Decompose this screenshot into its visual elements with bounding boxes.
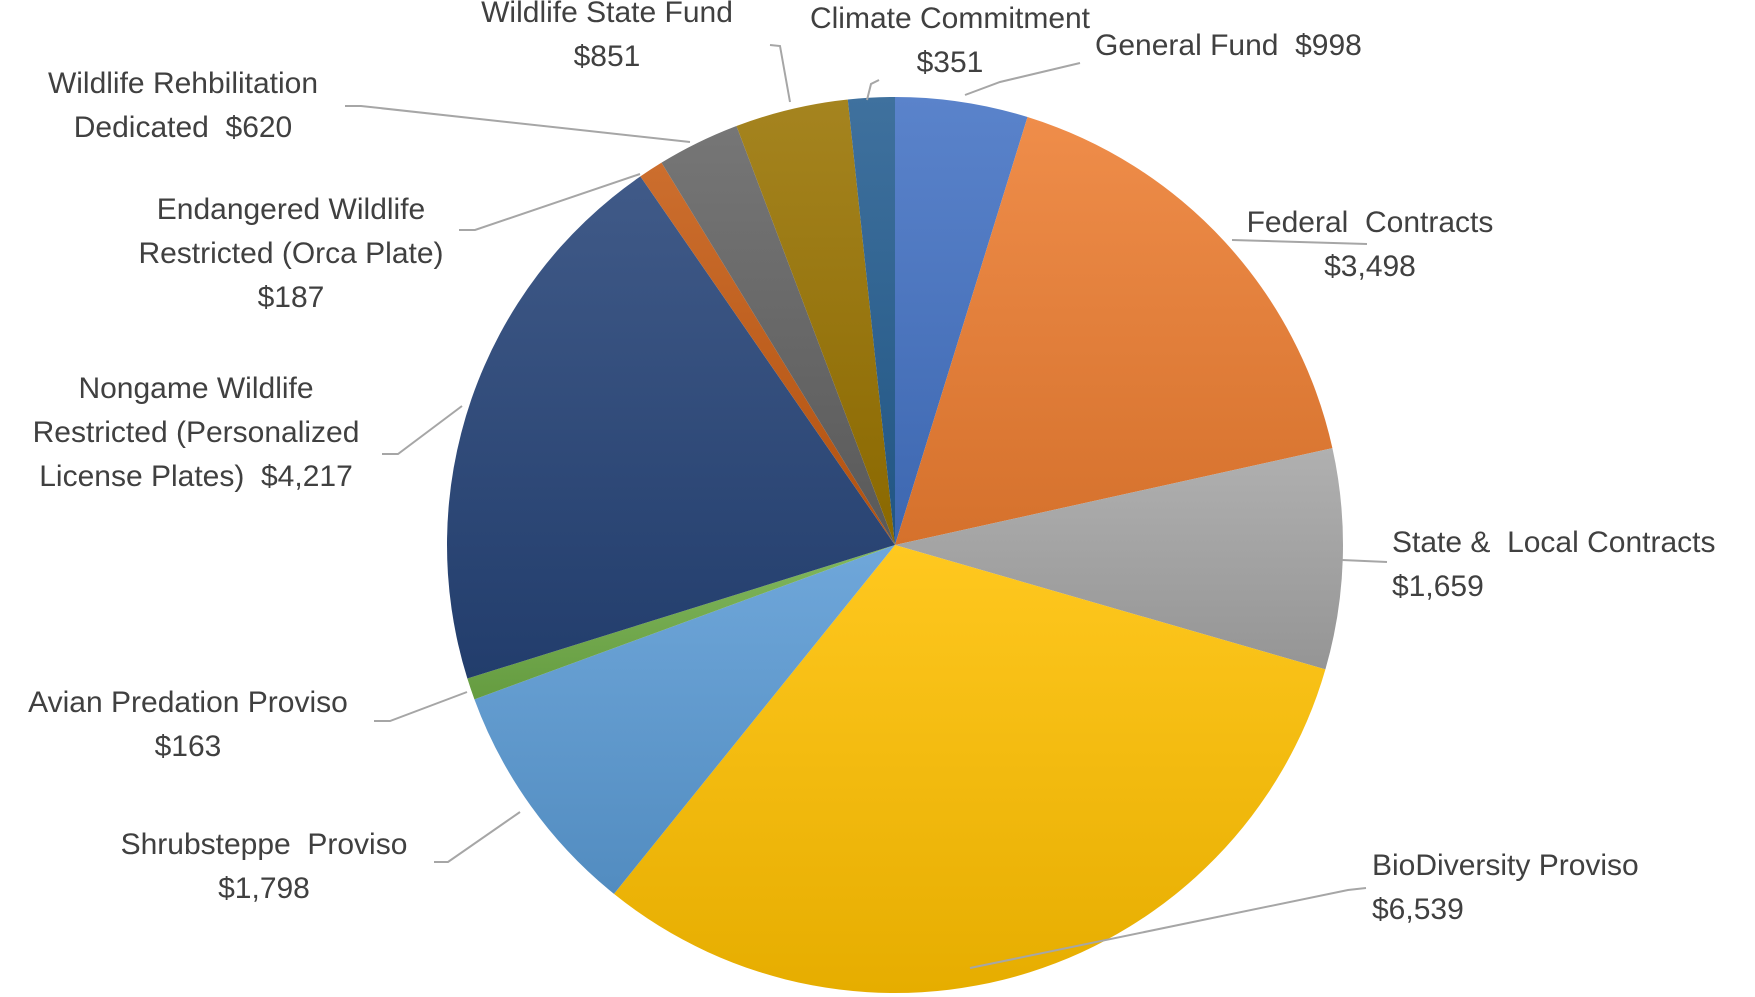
pie-slice-endangered-wildlife-restricted-orca-plate (640, 162, 895, 545)
data-label-federal-contracts: Federal Contracts $3,498 (1247, 206, 1494, 283)
leader-line-nongame-wildlife-restricted-personalized-license-plates (382, 405, 463, 455)
leader-line-wildlife-state-fund (769, 44, 791, 103)
data-label-nongame-wildlife-restricted-personalized-license-plates: Nongame Wildlife Restricted (Personalized… (33, 372, 360, 493)
leader-line-biodiversity-proviso (969, 887, 1367, 969)
data-label-shrubsteppe-proviso: Shrubsteppe Proviso $1,798 (121, 828, 408, 905)
leader-line-climate-commitment (866, 79, 880, 101)
pie-slice-federal-contracts (895, 117, 1333, 546)
pie-slice-biodiversity-proviso (613, 545, 1326, 994)
leader-line-endangered-wildlife-restricted-orca-plate (459, 173, 641, 231)
leader-line-avian-predation-proviso (374, 691, 468, 722)
pie-slice-climate-commitment (847, 97, 895, 545)
data-label-wildlife-rehbilitation-dedicated: Wildlife Rehbilitation Dedicated $620 (48, 67, 318, 144)
data-label-state-local-contracts: State & Local Contracts $1,659 (1392, 526, 1716, 603)
data-label-general-fund: General Fund $998 (1095, 29, 1362, 62)
leader-line-state-local-contracts (1341, 559, 1388, 563)
pie-slice-wildlife-rehbilitation-dedicated (661, 125, 895, 546)
pie-slice-state-local-contracts (895, 448, 1343, 670)
pie-slice-avian-predation-proviso (467, 545, 895, 700)
pie-slice-shrubsteppe-proviso (474, 545, 895, 894)
pie-slice-wildlife-state-fund (736, 99, 895, 545)
data-label-endangered-wildlife-restricted-orca-plate: Endangered Wildlife Restricted (Orca Plat… (138, 193, 443, 314)
data-label-climate-commitment: Climate Commitment $351 (810, 2, 1091, 79)
leader-line-general-fund (964, 62, 1081, 96)
leader-line-shrubsteppe-proviso (434, 811, 521, 863)
leader-line-federal-contracts (1231, 239, 1368, 245)
data-label-wildlife-state-fund: Wildlife State Fund $851 (481, 0, 733, 73)
pie-slice-general-fund (895, 97, 1028, 545)
pie-slice-nongame-wildlife-restricted-personalized-license-plates (447, 176, 895, 679)
data-label-biodiversity-proviso: BioDiversity Proviso $6,539 (1372, 849, 1639, 926)
leader-line-wildlife-rehbilitation-dedicated (345, 105, 691, 143)
data-label-avian-predation-proviso: Avian Predation Proviso $163 (28, 686, 348, 763)
